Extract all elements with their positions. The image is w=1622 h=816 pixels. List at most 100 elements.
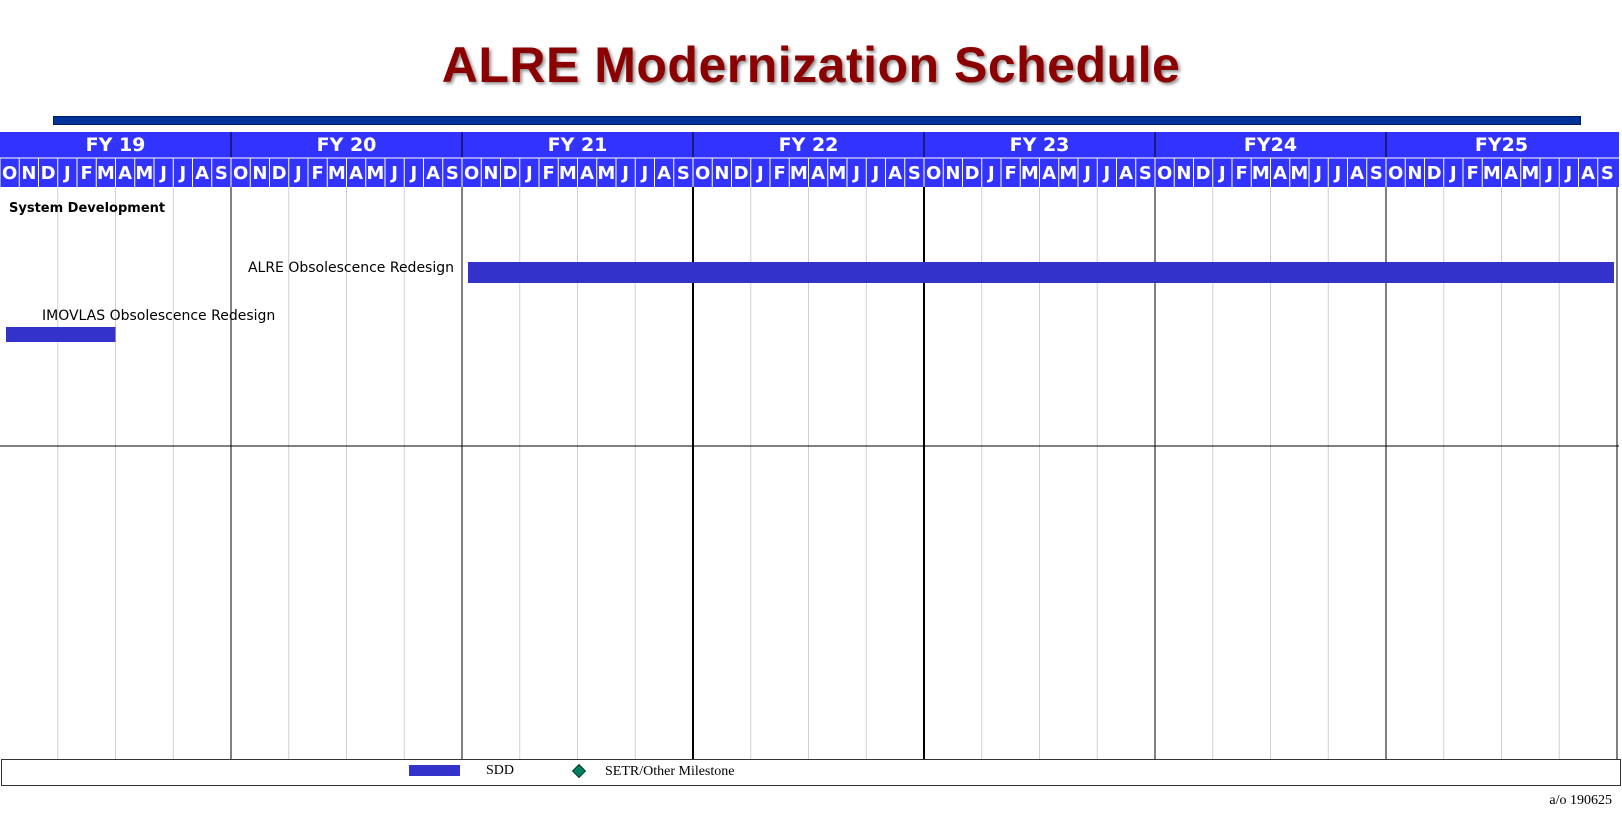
month-label: A [1581,163,1595,184]
as-of-date: a/o 190625 [1549,793,1612,808]
fy-label: FY 23 [1010,134,1070,156]
month-label: A [1504,163,1518,184]
month-label: N [21,163,36,184]
month-label: J [1333,163,1342,184]
section-label: System Development [9,201,165,216]
month-label: A [118,163,132,184]
month-label: J [1313,163,1322,184]
month-label: S [1601,163,1614,184]
month-label: J [986,163,995,184]
month-label: A [1273,163,1287,184]
month-label: N [1407,163,1422,184]
month-label: M [1059,163,1077,184]
legend-sdd-swatch [409,765,460,776]
month-label: O [2,163,17,184]
month-label: N [483,163,498,184]
month-label: M [790,163,808,184]
month-label: M [1252,163,1270,184]
month-label: J [524,163,533,184]
month-label: F [80,163,92,184]
month-label: J [1544,163,1553,184]
month-label: D [1427,163,1442,184]
legend [1,759,1621,786]
month-label: A [1119,163,1133,184]
month-label: O [695,163,710,184]
month-label: O [233,163,248,184]
fy-label: FY24 [1244,134,1297,156]
month-label: S [677,163,690,184]
title-underline-bar [53,116,1581,125]
month-label: A [811,163,825,184]
month-label: J [1448,163,1457,184]
month-label: D [1196,163,1211,184]
fy-label: FY 19 [86,134,146,156]
month-label: M [1483,163,1501,184]
month-label: S [446,163,459,184]
month-label: J [1217,163,1226,184]
month-label: D [272,163,287,184]
month-label: N [945,163,960,184]
month-label: S [215,163,228,184]
task-label: ALRE Obsolescence Redesign [248,260,454,276]
task-label: IMOVLAS Obsolescence Redesign [42,308,275,324]
month-label: M [597,163,615,184]
month-label: M [1521,163,1539,184]
month-label: J [389,163,398,184]
month-label: A [657,163,671,184]
month-label: M [828,163,846,184]
month-label: J [293,163,302,184]
month-label: A [888,163,902,184]
month-label: N [252,163,267,184]
page-title: ALRE Modernization Schedule [441,37,1181,93]
legend-milestone-label: SETR/Other Milestone [605,764,735,779]
month-label: F [311,163,323,184]
month-label: N [1176,163,1191,184]
month-label: F [1235,163,1247,184]
fy-label: FY25 [1475,134,1528,156]
fy-label: FY 22 [779,134,839,156]
month-label: F [542,163,554,184]
month-label: F [1466,163,1478,184]
month-label: M [559,163,577,184]
month-label: M [366,163,384,184]
fy-label: FY 20 [317,134,377,156]
fy-label: FY 21 [548,134,608,156]
month-label: A [1350,163,1364,184]
month-label: M [135,163,153,184]
month-label: D [965,163,980,184]
month-label: D [503,163,518,184]
month-label: J [409,163,418,184]
month-label: J [1102,163,1111,184]
month-label: F [773,163,785,184]
month-label: M [97,163,115,184]
month-label: A [1042,163,1056,184]
month-label: J [755,163,764,184]
month-label: J [1564,163,1573,184]
month-label: N [714,163,729,184]
month-label: J [178,163,187,184]
month-label: M [1290,163,1308,184]
month-label: J [851,163,860,184]
month-label: J [871,163,880,184]
month-label: O [1388,163,1403,184]
month-label: O [926,163,941,184]
month-label: S [1139,163,1152,184]
month-label: A [195,163,209,184]
task-bar [6,327,116,342]
month-label: D [41,163,56,184]
month-label: A [426,163,440,184]
month-label: O [1157,163,1172,184]
month-label: S [1370,163,1383,184]
month-label: O [464,163,479,184]
month-label: J [62,163,71,184]
month-label: F [1004,163,1016,184]
month-label: J [640,163,649,184]
month-label: S [908,163,921,184]
month-label: M [328,163,346,184]
month-label: J [620,163,629,184]
task-bar [468,262,1614,283]
month-label: D [734,163,749,184]
month-label: J [1082,163,1091,184]
legend-sdd-label: SDD [486,763,515,778]
